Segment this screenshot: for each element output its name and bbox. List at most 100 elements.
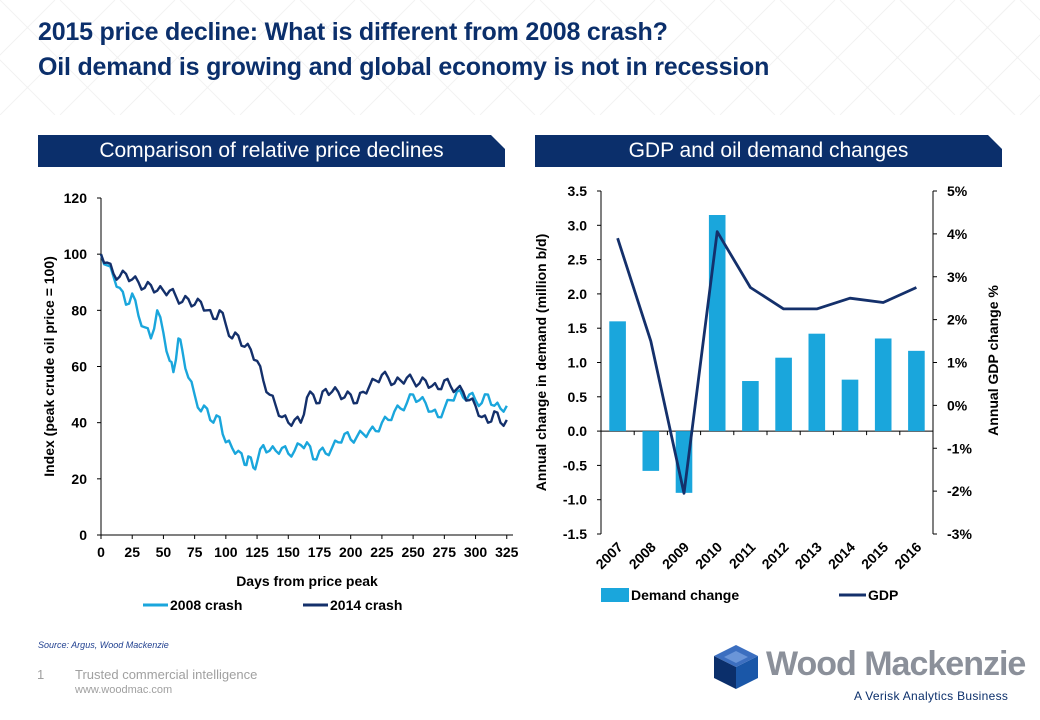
footer-tagline: Trusted commercial intelligence bbox=[75, 667, 258, 682]
legend-label-gdp: GDP bbox=[868, 587, 898, 603]
pattern-lines bbox=[0, 0, 1040, 115]
y-tick-label: 120 bbox=[64, 190, 88, 206]
page-number: 1 bbox=[37, 667, 45, 682]
pattern-line bbox=[899, 0, 1016, 115]
pattern-line bbox=[119, 0, 236, 115]
category-label-2011: 2011 bbox=[726, 539, 759, 572]
x-tick-label: 200 bbox=[339, 544, 363, 560]
pattern-line bbox=[539, 0, 656, 115]
demand-bar-2011 bbox=[742, 381, 759, 432]
right-chart-banner: GDP and oil demand changes bbox=[535, 135, 1002, 167]
x-tick-label: 300 bbox=[464, 544, 488, 560]
x-tick-label: 150 bbox=[277, 544, 301, 560]
left-tick-label: 0.5 bbox=[568, 389, 588, 405]
x-axis-title: Days from price peak bbox=[236, 573, 378, 589]
pattern-line bbox=[0, 0, 56, 56]
logo-wordmark: Wood Mackenzie bbox=[766, 645, 1026, 683]
legend-label: 2014 crash bbox=[330, 597, 402, 613]
left-tick-label: -0.5 bbox=[563, 457, 587, 473]
pattern-line bbox=[659, 0, 776, 115]
wood-mackenzie-logo: Wood Mackenzie A Verisk Analytics Busine… bbox=[712, 645, 1026, 705]
left-chart-banner: Comparison of relative price declines bbox=[38, 135, 505, 167]
x-tick-label: 100 bbox=[214, 544, 238, 560]
pattern-line bbox=[179, 0, 296, 115]
right-tick-label: -1% bbox=[947, 440, 972, 456]
series-line-2008-crash bbox=[99, 253, 508, 471]
gdp-line bbox=[616, 230, 917, 495]
category-label-2014: 2014 bbox=[825, 539, 858, 572]
right-tick-label: 1% bbox=[947, 355, 968, 371]
legend-swatch-demand bbox=[601, 588, 629, 602]
left-tick-label: -1.0 bbox=[563, 492, 587, 508]
demand-bar-2007 bbox=[609, 321, 626, 432]
pattern-line bbox=[599, 0, 716, 115]
x-tick-label: 175 bbox=[308, 544, 332, 560]
pattern-line bbox=[479, 0, 596, 115]
category-label-2009: 2009 bbox=[659, 539, 692, 572]
source-note: Source: Argus, Wood Mackenzie bbox=[38, 640, 169, 650]
y-tick-label: 80 bbox=[71, 302, 87, 318]
banner-corner bbox=[491, 135, 505, 149]
right-tick-label: -3% bbox=[947, 526, 972, 542]
left-tick-label: 3.5 bbox=[568, 183, 588, 199]
x-tick-label: 325 bbox=[495, 544, 519, 560]
left-tick-label: 3.0 bbox=[568, 217, 588, 233]
right-tick-label: 2% bbox=[947, 312, 968, 328]
right-tick-label: 5% bbox=[947, 183, 968, 199]
x-tick-label: 75 bbox=[187, 544, 203, 560]
x-tick-label: 250 bbox=[401, 544, 425, 560]
right-tick-label: 4% bbox=[947, 226, 968, 242]
right-tick-label: 3% bbox=[947, 269, 968, 285]
pattern-line bbox=[719, 0, 836, 115]
pattern-line bbox=[779, 0, 896, 115]
legend-label: 2008 crash bbox=[170, 597, 242, 613]
category-label-2016: 2016 bbox=[891, 539, 924, 572]
left-tick-label: -1.5 bbox=[563, 526, 587, 542]
demand-bar-2014 bbox=[841, 379, 859, 432]
y-tick-label: 40 bbox=[71, 415, 87, 431]
pattern-line bbox=[359, 0, 476, 115]
category-label-2010: 2010 bbox=[692, 539, 725, 572]
series-line-2014-crash bbox=[99, 253, 508, 427]
category-label-2008: 2008 bbox=[626, 539, 659, 572]
demand-bar-2015 bbox=[874, 338, 892, 432]
pattern-line bbox=[0, 0, 116, 115]
category-label-2012: 2012 bbox=[758, 539, 791, 572]
pattern-line bbox=[239, 0, 356, 115]
left-tick-label: 1.0 bbox=[568, 355, 588, 371]
left-chart-title: Comparison of relative price declines bbox=[99, 139, 444, 162]
pattern-line bbox=[59, 0, 176, 115]
y-tick-label: 60 bbox=[71, 359, 87, 375]
right-tick-label: 0% bbox=[947, 397, 968, 413]
y-tick-label: 100 bbox=[64, 246, 88, 262]
demand-bar-2008 bbox=[642, 431, 660, 471]
pattern-line bbox=[1019, 0, 1040, 21]
pattern-line bbox=[0, 59, 56, 115]
demand-bar-2010 bbox=[708, 215, 726, 432]
x-tick-label: 25 bbox=[124, 544, 140, 560]
pattern-line bbox=[839, 0, 956, 115]
footer-url[interactable]: www.woodmac.com bbox=[75, 684, 173, 696]
background-pattern bbox=[0, 0, 1040, 115]
x-tick-label: 275 bbox=[433, 544, 457, 560]
pattern-line bbox=[419, 0, 536, 115]
right-tick-label: -2% bbox=[947, 483, 972, 499]
x-tick-label: 225 bbox=[370, 544, 394, 560]
pattern-line bbox=[299, 0, 416, 115]
category-label-2007: 2007 bbox=[592, 539, 625, 572]
page-title-line-1: 2015 price decline: What is different fr… bbox=[38, 18, 668, 46]
left-tick-label: 0.0 bbox=[568, 423, 588, 439]
pattern-line bbox=[1019, 94, 1040, 115]
left-tick-label: 2.0 bbox=[568, 286, 588, 302]
y-tick-label: 0 bbox=[79, 527, 87, 543]
left-tick-label: 1.5 bbox=[568, 320, 588, 336]
category-label-2013: 2013 bbox=[792, 539, 825, 572]
x-tick-label: 125 bbox=[245, 544, 269, 560]
cube-icon bbox=[714, 645, 758, 689]
right-chart-title: GDP and oil demand changes bbox=[628, 139, 909, 162]
logo-tagline: A Verisk Analytics Business bbox=[854, 689, 1009, 703]
x-tick-label: 0 bbox=[97, 544, 105, 560]
demand-bar-2012 bbox=[775, 357, 792, 432]
